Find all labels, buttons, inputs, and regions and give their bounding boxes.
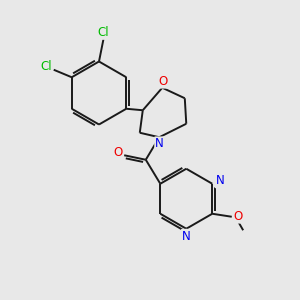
Text: O: O xyxy=(113,146,122,159)
Text: N: N xyxy=(155,137,164,150)
Text: Cl: Cl xyxy=(40,60,52,73)
Text: Cl: Cl xyxy=(98,26,109,39)
Text: O: O xyxy=(158,75,167,88)
Text: N: N xyxy=(182,230,191,243)
Text: N: N xyxy=(215,174,224,187)
Text: O: O xyxy=(234,210,243,223)
